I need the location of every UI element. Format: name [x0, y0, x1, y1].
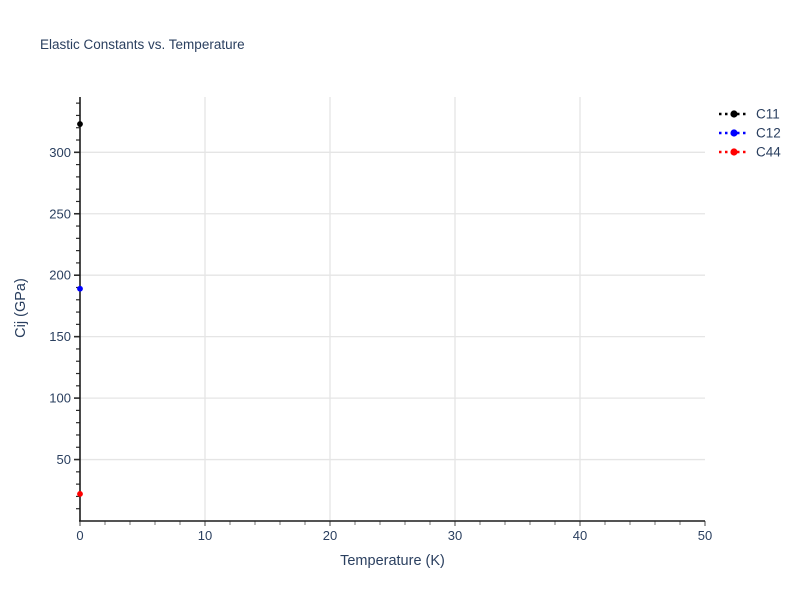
x-tick-label: 20 — [323, 528, 337, 543]
legend-item-C12[interactable]: C12 — [719, 126, 781, 141]
x-tick-label: 0 — [76, 528, 83, 543]
y-tick-label: 100 — [49, 391, 71, 406]
x-tick-label: 30 — [448, 528, 462, 543]
legend-label-C12: C12 — [756, 126, 781, 141]
y-tick-label: 150 — [49, 329, 71, 344]
legend-item-C44[interactable]: C44 — [719, 145, 781, 160]
legend-label-C44: C44 — [756, 145, 781, 160]
y-tick-label: 200 — [49, 268, 71, 283]
data-point-C11 — [77, 121, 83, 127]
x-tick-label: 10 — [198, 528, 212, 543]
legend-marker-C44 — [730, 148, 738, 156]
x-tick-label: 50 — [698, 528, 712, 543]
legend-marker-C12 — [730, 129, 738, 137]
legend-marker-C11 — [730, 110, 738, 118]
legend-item-C11[interactable]: C11 — [719, 107, 780, 122]
chart-title: Elastic Constants vs. Temperature — [40, 37, 245, 52]
x-tick-label: 40 — [573, 528, 587, 543]
y-tick-label: 250 — [49, 206, 71, 221]
data-point-C44 — [77, 491, 83, 497]
y-tick-label: 50 — [57, 452, 71, 467]
y-tick-label: 300 — [49, 145, 71, 160]
x-axis-title: Temperature (K) — [340, 553, 445, 569]
legend-label-C11: C11 — [756, 107, 780, 122]
data-point-C12 — [77, 285, 83, 292]
